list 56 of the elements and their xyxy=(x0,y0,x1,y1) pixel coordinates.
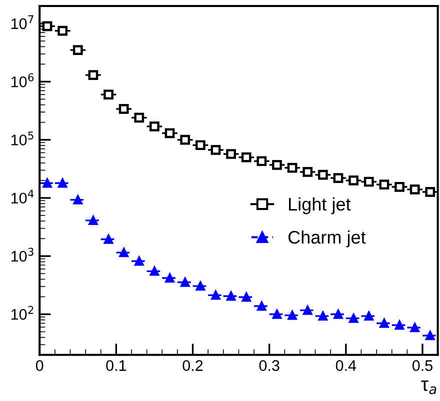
point xyxy=(73,195,82,204)
x-tick-label: 0.5 xyxy=(412,360,432,371)
point xyxy=(333,173,344,183)
point xyxy=(58,178,68,188)
point xyxy=(318,170,328,180)
point xyxy=(364,311,374,321)
point xyxy=(134,112,144,123)
point xyxy=(410,184,420,194)
point xyxy=(241,152,252,162)
y-tick-label: 10$^{6}$ xyxy=(11,73,34,88)
point xyxy=(318,311,328,321)
point xyxy=(287,162,298,173)
legend-label: Light jet xyxy=(289,197,351,214)
point xyxy=(180,134,190,145)
point xyxy=(348,176,358,186)
point xyxy=(394,182,404,192)
point xyxy=(394,320,404,330)
y-tick-label: 10$^{4}$ xyxy=(11,190,34,204)
point xyxy=(150,121,160,132)
point xyxy=(425,186,436,197)
point xyxy=(226,292,236,301)
point xyxy=(302,167,313,177)
point xyxy=(88,70,98,80)
point xyxy=(104,234,114,244)
point xyxy=(119,248,128,258)
x-tick-label: 0 xyxy=(36,360,44,371)
point xyxy=(164,128,175,138)
x-tick-label: 0.3 xyxy=(259,360,280,371)
point xyxy=(42,21,52,32)
point xyxy=(272,310,282,319)
x-tick-label: 0.2 xyxy=(182,360,203,371)
point xyxy=(165,273,174,283)
point xyxy=(150,266,160,276)
legend-label: Charm jet xyxy=(288,230,366,248)
point xyxy=(364,176,374,187)
point xyxy=(195,140,206,150)
point xyxy=(348,314,358,323)
y-tick-label: 10$^{5}$ xyxy=(11,132,34,146)
point xyxy=(58,26,68,36)
y-tick-label: 10$^{3}$ xyxy=(11,248,34,262)
point xyxy=(426,330,435,340)
x-axis-title: τ$_{a}$ xyxy=(421,380,436,394)
point xyxy=(210,144,221,155)
point xyxy=(256,156,267,166)
point xyxy=(72,45,83,55)
point xyxy=(118,104,129,114)
point xyxy=(272,160,282,170)
point xyxy=(88,216,98,226)
x-tick-label: 0.1 xyxy=(106,360,126,371)
y-tick-label: 10$^{7}$ xyxy=(11,15,34,30)
point xyxy=(379,180,390,190)
y-tick-label: 10$^{2}$ xyxy=(11,306,34,320)
point xyxy=(226,149,236,159)
point xyxy=(410,322,420,332)
point xyxy=(104,90,114,100)
x-tick-label: 0.4 xyxy=(336,360,356,371)
